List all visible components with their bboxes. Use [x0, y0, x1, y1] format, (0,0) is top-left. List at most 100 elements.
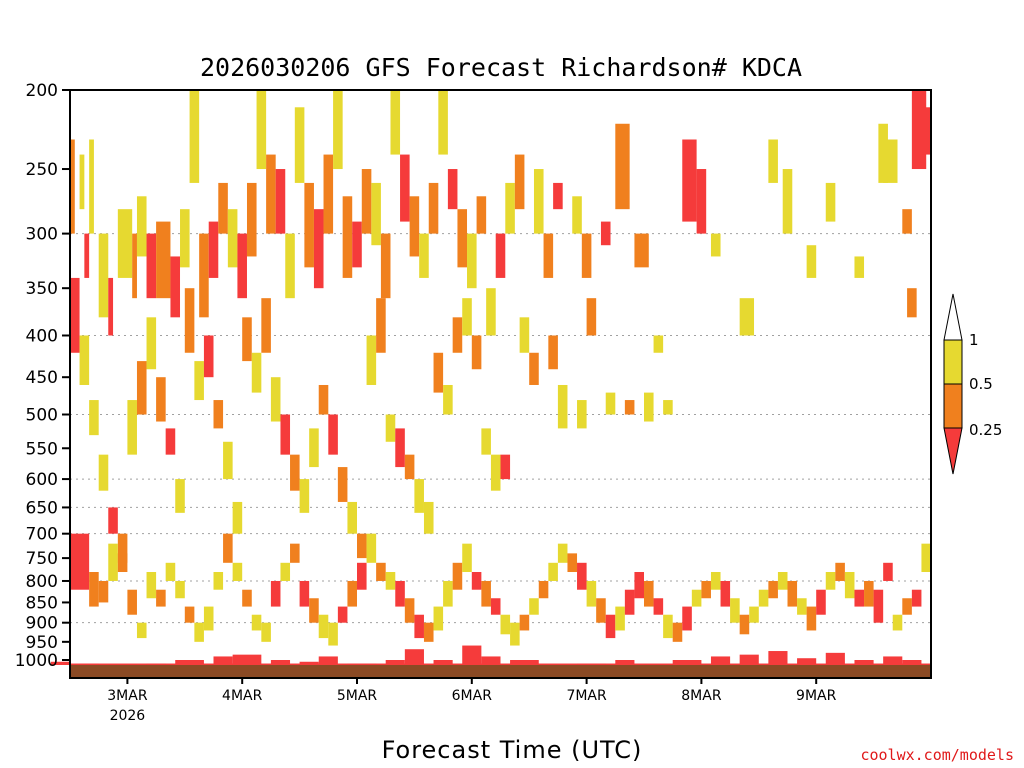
ri-cell: [199, 233, 209, 318]
ri-cell: [242, 317, 252, 362]
ri-cell: [304, 182, 314, 268]
ri-cell: [644, 392, 654, 422]
ri-cell: [467, 233, 477, 289]
ri-cell: [644, 580, 654, 607]
ri-cell: [720, 580, 731, 607]
ri-cell: [395, 428, 405, 468]
surface-band: [50, 645, 931, 667]
ri-cell: [352, 221, 362, 268]
ri-cell: [543, 233, 554, 278]
ri-cell: [223, 533, 233, 563]
ri-cell: [634, 572, 644, 599]
ri-cell: [423, 501, 434, 534]
ri-cell: [586, 580, 597, 607]
ri-cell: [366, 335, 377, 385]
ri-cell: [156, 377, 166, 422]
x-axis-ticks: 3MAR 2026 4MAR 5MAR 6MAR 7MAR 8MAR 9MAR: [107, 678, 837, 724]
y-tick-label: 850: [26, 593, 58, 613]
x-tick-label: 4MAR: [222, 688, 263, 704]
ri-cell: [237, 233, 247, 299]
ri-cell: [79, 335, 90, 385]
ri-cell: [490, 598, 501, 615]
ri-cell: [529, 352, 539, 385]
ri-cell: [146, 572, 157, 599]
ri-cell: [328, 414, 338, 455]
ri-cell: [404, 454, 415, 480]
ri-cell: [806, 606, 817, 631]
ri-cell: [89, 400, 99, 436]
ri-cell: [70, 139, 75, 234]
ri-cell: [218, 182, 228, 234]
ri-cell: [443, 580, 453, 607]
ri-cell: [423, 622, 434, 642]
ri-cell: [117, 553, 128, 573]
y-axis-ticks: 200 250 300 350 400 450 500 550 600 650 700 750 8008…: [15, 81, 70, 671]
x-tick-label: 6MAR: [452, 688, 493, 704]
ri-cell: [663, 614, 673, 639]
y-tick-label: 800: [26, 572, 58, 592]
ri-cell: [481, 428, 491, 455]
ri-cell: [605, 392, 616, 415]
ri-cell: [357, 562, 367, 590]
ri-cell: [538, 580, 549, 599]
ri-cell: [414, 614, 424, 639]
plot-area: [50, 89, 932, 679]
ri-cell: [108, 507, 118, 534]
y-tick-label: 200: [26, 81, 58, 101]
ri-cell: [586, 298, 597, 336]
ri-cell: [98, 454, 109, 491]
legend-level-label: 0.25: [969, 421, 1002, 439]
ri-cell: [376, 298, 386, 353]
legend-box: [943, 383, 963, 429]
ri-cell: [380, 233, 391, 299]
surface-cell: [510, 660, 539, 665]
ri-cell: [337, 467, 348, 502]
ri-cell: [170, 256, 181, 318]
ri-cell: [318, 384, 329, 415]
ri-cell: [816, 589, 826, 615]
ri-cell: [768, 580, 778, 599]
ri-cell: [385, 414, 396, 442]
legend-arrow-bottom: [943, 427, 963, 475]
ri-cell: [739, 614, 750, 635]
ri-cell: [438, 90, 448, 155]
ri-cell: [251, 352, 262, 393]
ri-cell: [136, 196, 147, 257]
y-tick-label: 350: [26, 279, 58, 299]
y-tick-label: 700: [26, 525, 58, 545]
surface-cell: [404, 649, 424, 665]
ri-cell: [404, 598, 415, 623]
ri-cell: [117, 533, 128, 563]
ri-cell: [227, 209, 238, 268]
ri-cell: [433, 352, 444, 393]
ri-cell: [577, 562, 587, 590]
ri-cell: [510, 622, 520, 646]
surface-cell: [270, 660, 291, 665]
surface-cell: [577, 663, 606, 665]
ri-cell: [624, 400, 635, 415]
x-tick-sublabel: 2026: [110, 708, 146, 724]
surface-cell: [644, 664, 664, 666]
credit-link[interactable]: coolwx.com/models: [860, 746, 1014, 764]
ri-cell: [663, 400, 673, 415]
ri-cell: [557, 543, 568, 563]
ri-cell: [203, 606, 214, 631]
ri-cell: [337, 606, 348, 623]
surface-cell: [902, 660, 922, 665]
ri-cell: [471, 572, 482, 590]
surface-cell: [108, 664, 137, 666]
ri-cell: [232, 562, 243, 581]
surface-cell: [672, 660, 702, 665]
ri-cell: [309, 598, 319, 623]
surface-cell: [79, 663, 99, 665]
surface-cell: [232, 654, 262, 665]
ri-cell: [600, 221, 611, 246]
ri-cell: [921, 543, 931, 573]
ri-cell: [194, 622, 204, 642]
ri-cell: [366, 533, 377, 563]
ri-cell: [782, 169, 793, 234]
ri-cell: [203, 335, 214, 378]
ri-cell: [533, 169, 544, 234]
surface-cell: [433, 660, 453, 665]
ri-cell: [89, 139, 94, 234]
